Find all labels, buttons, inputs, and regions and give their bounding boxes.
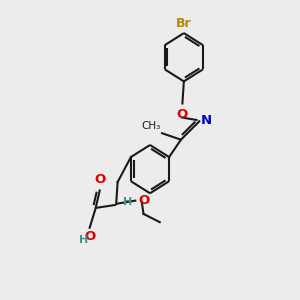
Text: N: N: [201, 114, 212, 127]
Text: CH₃: CH₃: [141, 121, 160, 131]
Text: O: O: [84, 230, 95, 243]
Text: H: H: [79, 235, 88, 245]
Text: Br: Br: [176, 16, 192, 30]
Text: O: O: [177, 108, 188, 121]
Text: O: O: [94, 173, 106, 186]
Text: H: H: [123, 197, 132, 207]
Text: O: O: [138, 194, 149, 207]
